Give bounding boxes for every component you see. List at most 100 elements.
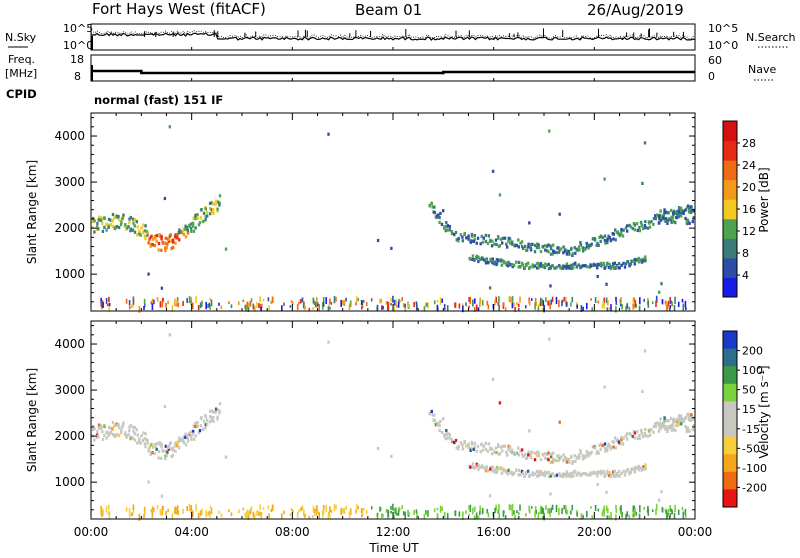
power-cell <box>249 300 252 307</box>
velocity-cell <box>667 419 670 423</box>
power-cell <box>617 262 621 266</box>
power-cell <box>485 258 488 262</box>
power-cell <box>308 307 311 311</box>
velocity-cell <box>170 447 173 451</box>
power-cell <box>511 295 514 304</box>
velocity-cell <box>356 504 358 511</box>
power-cell <box>100 218 103 222</box>
power-cell <box>605 282 608 286</box>
velocity-plot-area <box>91 321 695 519</box>
power-cell <box>652 222 655 226</box>
velocity-cell <box>448 433 451 437</box>
power-cell <box>397 301 400 308</box>
velocity-cell <box>628 431 631 435</box>
power-cell <box>204 218 207 222</box>
power-cell <box>644 259 647 263</box>
velocity-cell <box>574 459 577 463</box>
power-cell <box>501 241 504 245</box>
power-cell <box>491 169 495 173</box>
velocity-cell <box>246 509 249 517</box>
velocity-cell <box>101 513 103 518</box>
power-cell <box>182 229 185 234</box>
velocity-cell <box>218 510 220 514</box>
velocity-cell <box>385 509 388 513</box>
power-cell <box>687 210 691 214</box>
power-cell <box>495 243 498 247</box>
velocity-cell <box>664 508 667 513</box>
power-cell <box>109 223 113 227</box>
velocity-cell <box>471 447 474 451</box>
power-cell <box>157 248 160 252</box>
velocity-cell <box>520 448 524 452</box>
power-cell <box>122 213 125 217</box>
velocity-cell <box>382 513 384 518</box>
power-cell <box>548 129 551 133</box>
velocity-cell <box>177 438 180 443</box>
velocity-cell <box>133 426 137 430</box>
power-cell <box>128 305 131 310</box>
power-cell <box>93 219 96 223</box>
power-cell <box>185 225 189 229</box>
power-cell <box>479 297 481 304</box>
power-cell <box>603 302 605 309</box>
power-cell <box>606 307 609 312</box>
velocity-cell <box>690 413 693 417</box>
velocity-cell <box>376 512 379 517</box>
power-cell <box>140 226 143 230</box>
power-cell <box>537 306 540 312</box>
power-cell <box>583 264 586 268</box>
noise-left-tick-top: 10^5 <box>63 22 93 35</box>
power-cell <box>543 266 547 270</box>
power-cell <box>161 241 165 245</box>
power-cell <box>487 234 491 238</box>
power-cell <box>614 238 617 242</box>
velocity-cell <box>499 467 503 471</box>
velocity-cell <box>565 474 568 478</box>
power-cell <box>178 238 181 242</box>
velocity-cell <box>395 507 397 515</box>
power-cell <box>533 250 537 254</box>
power-cell <box>106 222 109 226</box>
power-cell <box>299 299 302 304</box>
velocity-cell <box>615 473 619 477</box>
power-cell <box>506 245 509 249</box>
power-cell <box>385 301 388 305</box>
power-cell <box>105 298 108 304</box>
power-cell <box>541 307 544 311</box>
power-cell <box>149 235 153 239</box>
velocity-cell <box>615 504 617 510</box>
velocity-cell <box>666 429 669 433</box>
velocity-cell <box>178 436 181 440</box>
velocity-cell <box>212 410 216 414</box>
power-cell <box>479 302 481 307</box>
velocity-cell <box>161 508 164 516</box>
power-cell <box>617 232 621 236</box>
velocity-cell <box>555 473 559 477</box>
velocity-cell <box>596 449 599 453</box>
power-cell <box>517 245 520 249</box>
velocity-cell <box>182 435 185 439</box>
power-cell <box>539 250 543 254</box>
velocity-cell <box>404 511 406 516</box>
velocity-cell <box>238 509 240 514</box>
velocity-cell <box>574 469 577 473</box>
y-tick-label: 3000 <box>54 383 85 397</box>
velocity-cell <box>117 422 120 427</box>
velocity-cell <box>457 447 460 451</box>
power-cell <box>471 254 475 258</box>
power-cell <box>529 248 533 252</box>
power-cell <box>668 218 671 222</box>
velocity-cell <box>258 511 260 516</box>
velocity-cell <box>637 464 641 468</box>
power-cell <box>438 220 441 225</box>
power-cell <box>547 262 550 266</box>
velocity-cell <box>640 466 643 470</box>
velocity-cell <box>571 461 574 465</box>
power-cell <box>209 206 212 211</box>
velocity-cell <box>629 433 633 437</box>
x-tick-label: 08:00 <box>275 525 310 539</box>
velocity-cell <box>528 509 531 514</box>
power-cell <box>105 228 108 232</box>
velocity-cell <box>312 505 315 512</box>
power-cell <box>108 305 111 312</box>
